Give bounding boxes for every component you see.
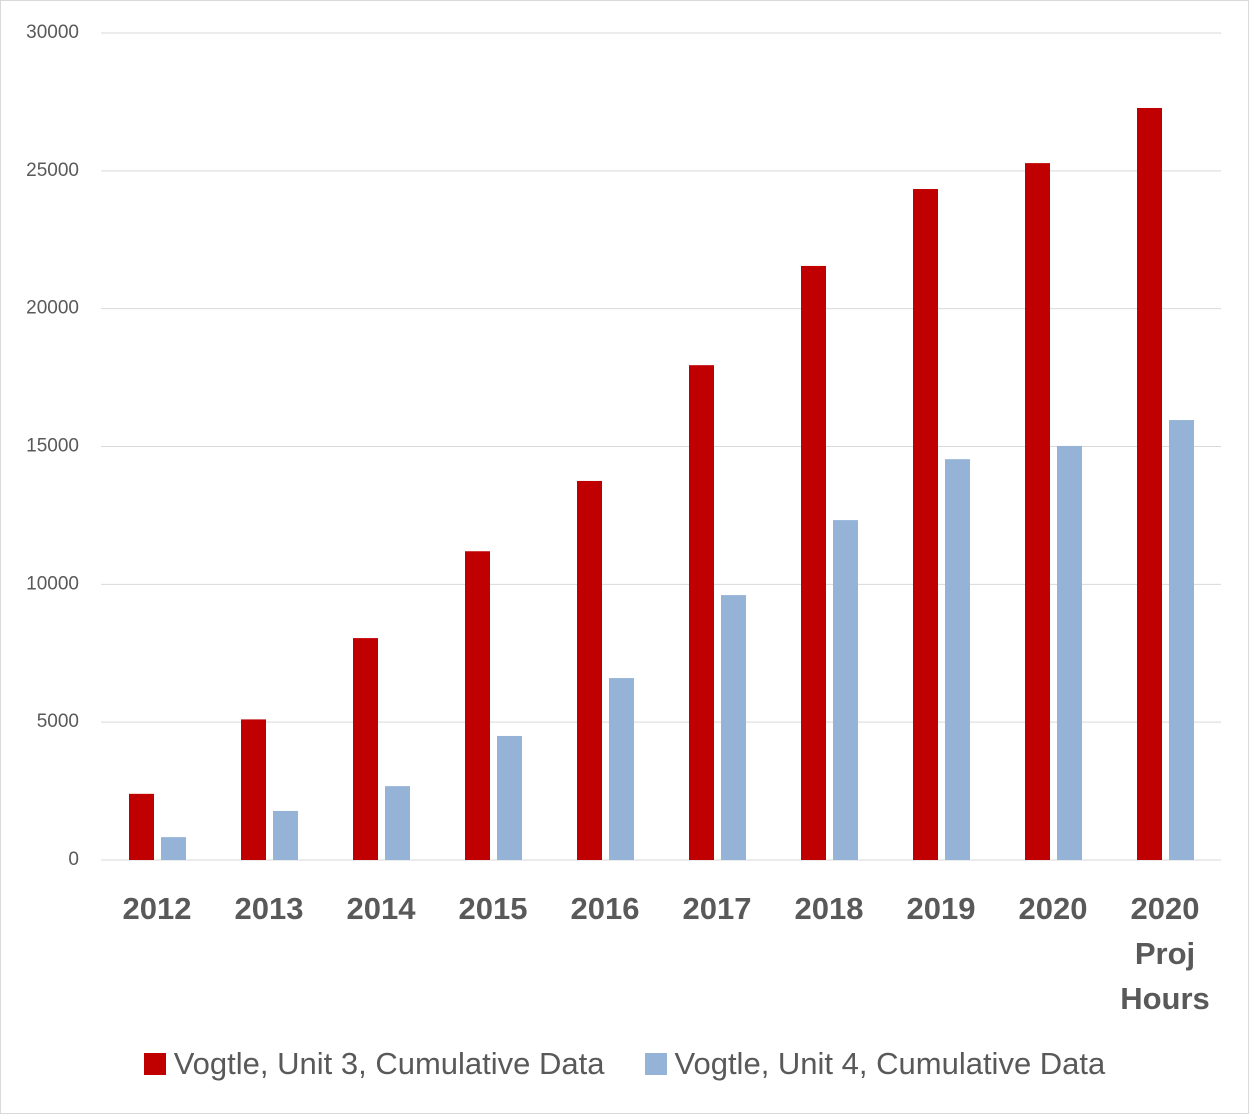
legend-swatch: [143, 1053, 166, 1075]
legend: Vogtle, Unit 3, Cumulative Data Vogtle, U…: [1, 1046, 1248, 1082]
x-tick-label: 2020: [1018, 891, 1088, 926]
bar: [721, 595, 746, 860]
y-tick-label: 0: [68, 849, 79, 870]
bar: [833, 520, 858, 860]
bar: [241, 719, 266, 860]
x-tick-label: 2014: [346, 891, 416, 926]
y-tick-label: 30000: [26, 22, 79, 43]
x-tick-label: 2012: [122, 891, 192, 926]
y-tick-label: 15000: [26, 436, 79, 457]
bar: [801, 265, 826, 860]
x-tick-label: 2017: [682, 891, 752, 926]
x-tick-label: 2013: [234, 891, 304, 926]
bar: [1025, 163, 1050, 860]
bar: [1137, 107, 1162, 861]
bar: [945, 459, 970, 860]
bar: [609, 678, 634, 860]
bar: [1057, 445, 1082, 860]
legend-label: Vogtle, Unit 4, Cumulative Data: [674, 1046, 1106, 1081]
x-tick-label: 2020 Proj Hours: [1120, 891, 1210, 1016]
y-tick-label: 25000: [26, 160, 79, 181]
x-tick-label: 2019: [906, 891, 976, 926]
bar: [273, 810, 298, 860]
legend-item: Vogtle, Unit 3, Cumulative Data: [143, 1046, 605, 1082]
y-tick-label: 5000: [37, 711, 79, 732]
bar: [465, 551, 490, 860]
bar: [689, 365, 714, 860]
bar: [385, 786, 410, 860]
x-tick-label: 2015: [458, 891, 528, 926]
y-tick-label: 10000: [26, 573, 79, 594]
bar: [129, 793, 154, 860]
bar: [577, 480, 602, 860]
legend-item: Vogtle, Unit 4, Cumulative Data: [644, 1046, 1106, 1082]
x-tick-label: 2018: [794, 891, 864, 926]
bar: [913, 189, 938, 860]
bar: [1169, 420, 1194, 860]
bar: [497, 735, 522, 860]
bar: [161, 837, 186, 860]
bar: [353, 638, 378, 860]
y-tick-label: 20000: [26, 298, 79, 319]
legend-swatch: [644, 1053, 667, 1075]
x-tick-label: 2016: [570, 891, 640, 926]
legend-label: Vogtle, Unit 3, Cumulative Data: [173, 1046, 605, 1081]
